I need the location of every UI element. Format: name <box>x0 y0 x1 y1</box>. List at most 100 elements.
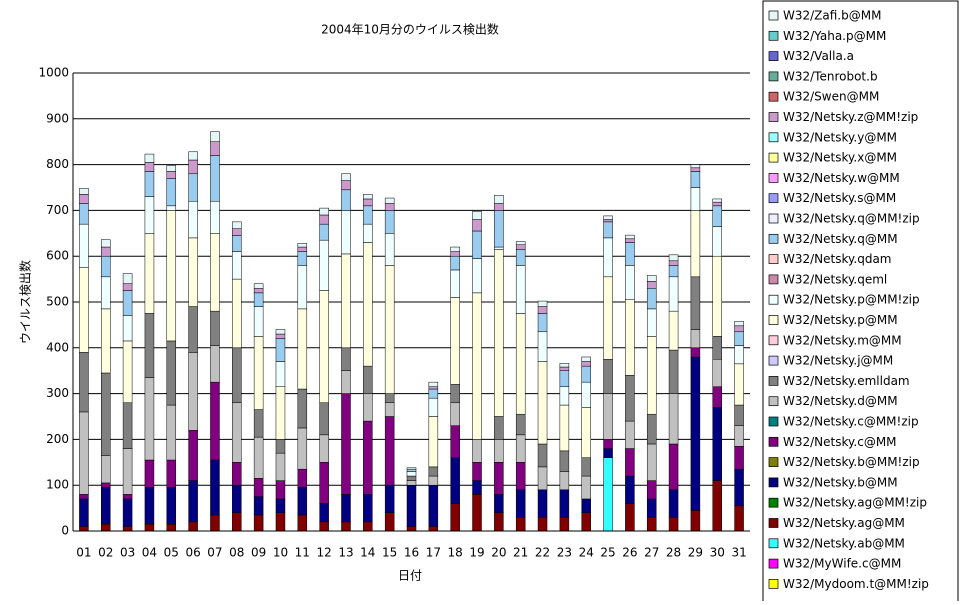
chart-title: 2004年10月分のウイルス検出数 <box>321 22 499 37</box>
bar-segment <box>581 365 591 383</box>
bar-segment <box>319 434 329 463</box>
bar-segment <box>122 494 133 500</box>
bar-segment <box>253 336 264 410</box>
bar-segment <box>603 219 613 223</box>
legend-swatch <box>768 518 779 528</box>
bar-segment <box>625 448 635 477</box>
bar-segment <box>188 200 198 239</box>
bar-segment <box>363 494 373 523</box>
legend-swatch <box>768 457 779 467</box>
bar-segment <box>406 526 417 532</box>
legend-swatch <box>768 152 779 163</box>
bar-segment <box>144 523 155 532</box>
x-tick-label: 31 <box>731 546 746 560</box>
bar-segment <box>232 484 242 513</box>
x-tick-label: 02 <box>98 546 113 560</box>
bar-segment <box>188 151 198 161</box>
bar-segment <box>625 475 635 504</box>
x-tick-label: 21 <box>513 546 528 560</box>
bar-segment <box>297 514 308 532</box>
bar-segment <box>603 393 613 440</box>
x-tick-label: 14 <box>360 546 375 560</box>
bar-segment <box>210 233 220 312</box>
legend-swatch <box>768 416 779 427</box>
legend-swatch <box>768 71 779 82</box>
bar-segment <box>734 345 744 365</box>
bar-segment <box>319 290 329 404</box>
bar-segment <box>341 173 351 181</box>
x-tick-label: 04 <box>142 546 157 560</box>
bar-segment <box>559 517 570 532</box>
bar-segment <box>341 180 351 191</box>
legend-label: W32/Netsky.emlldam <box>783 374 910 388</box>
bar-segment <box>712 255 722 337</box>
bar-segment <box>515 413 526 436</box>
bar-segment <box>363 393 373 422</box>
bar-segment <box>712 205 722 227</box>
bar-segment <box>494 494 504 513</box>
bar-segment <box>646 498 657 518</box>
legend-swatch <box>768 396 779 407</box>
bar-segment <box>559 404 570 452</box>
bar-segment <box>734 320 744 327</box>
bar-segment <box>79 498 89 527</box>
bar-segment <box>603 439 613 449</box>
bar-segment <box>384 265 395 394</box>
bar-segment <box>232 251 242 280</box>
bar-segment <box>712 336 722 360</box>
bar-segment <box>297 265 308 310</box>
bar-segment <box>232 278 242 349</box>
bar-segment <box>166 178 177 207</box>
bar-segment <box>384 393 395 404</box>
bar-segment <box>668 260 679 266</box>
bar-segment <box>406 484 417 527</box>
bar-segment <box>646 281 657 289</box>
bar-segment <box>428 526 439 532</box>
x-tick-label: 25 <box>600 546 615 560</box>
legend-label: W32/Netsky.b@MM <box>783 475 898 489</box>
bar-segment <box>646 413 657 445</box>
bar-segment <box>603 457 613 532</box>
y-tick-label: 500 <box>46 295 69 309</box>
bar-segment <box>341 189 351 211</box>
bar-segment <box>734 363 744 406</box>
legend-label: W32/Netsky.p@MM!zip <box>783 293 920 307</box>
bar-segment <box>450 402 460 426</box>
bar-segment <box>188 159 198 175</box>
bar-segment <box>275 512 286 532</box>
bar-segment <box>166 487 177 525</box>
bar-segment <box>690 347 701 358</box>
bar-segment <box>734 325 744 333</box>
bar-segment <box>144 171 155 197</box>
x-tick-label: 08 <box>229 546 244 560</box>
bar-segment <box>275 452 286 481</box>
bar-segment <box>166 210 177 342</box>
bar-segment <box>690 329 701 349</box>
bar-segment <box>428 466 439 477</box>
bar-segment <box>275 338 286 362</box>
bar-segment <box>581 498 591 513</box>
bar-segment <box>603 221 613 239</box>
bar-segment <box>472 462 482 481</box>
legend-label: W32/Netsky.c@MM <box>783 435 897 449</box>
bar-segment <box>690 171 701 188</box>
bar-segment <box>625 420 635 449</box>
bar-segment <box>712 201 722 207</box>
bar-segment <box>232 235 242 252</box>
bar-segment <box>450 269 460 298</box>
legend-label: W32/Netsky.qdam <box>783 252 892 266</box>
bar-segment <box>210 514 220 532</box>
bar-segment <box>472 219 482 232</box>
bar-segment <box>122 340 133 404</box>
bar-segment <box>690 510 701 532</box>
bar-segment <box>363 205 373 225</box>
bar-segment <box>79 223 89 268</box>
bar-segment <box>559 489 570 518</box>
legend-label: W32/Valla.a <box>783 49 854 63</box>
bar-segment <box>188 352 198 431</box>
bar-segment <box>122 498 133 527</box>
bar-segment <box>341 370 351 394</box>
bar-segment <box>494 512 504 532</box>
bar-segment <box>559 386 570 406</box>
bar-segment <box>275 480 286 500</box>
